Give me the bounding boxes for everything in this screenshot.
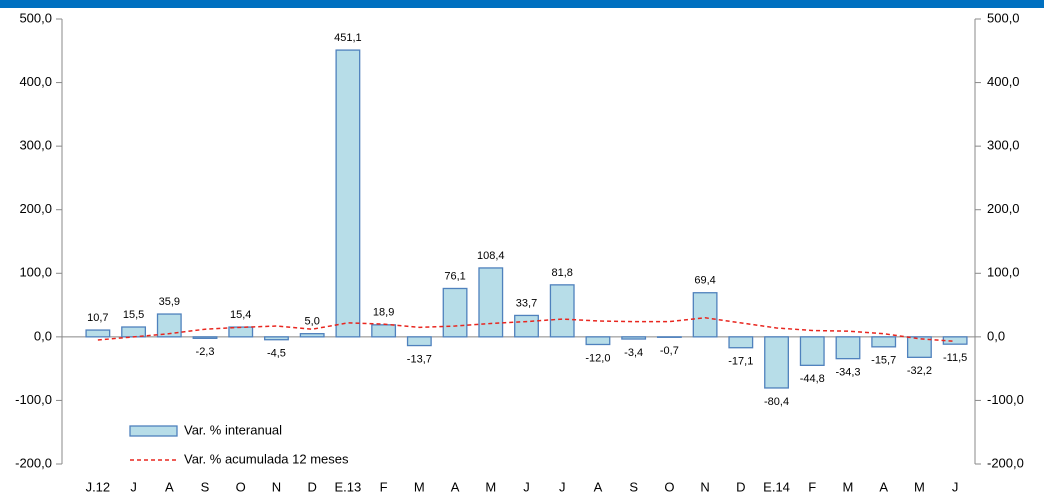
- x-tick-label: A: [451, 479, 460, 494]
- value-label: -12,0: [585, 352, 610, 364]
- bar: [371, 324, 397, 338]
- value-label: 15,5: [123, 309, 144, 321]
- x-tick-label: M: [914, 479, 925, 494]
- header-band: [0, 0, 1044, 8]
- x-tick-label: E.14: [763, 479, 790, 494]
- value-label: -15,7: [871, 355, 896, 367]
- y2-tick-label: 200,0: [987, 201, 1020, 216]
- bar: [835, 336, 861, 360]
- y-tick-label: -100,0: [15, 392, 52, 407]
- bar: [442, 287, 468, 338]
- x-tick-label: M: [414, 479, 425, 494]
- bar: [764, 336, 789, 389]
- y-tick-label: 500,0: [19, 10, 52, 25]
- y-tick-label: 0,0: [34, 328, 52, 343]
- value-label: 35,9: [159, 296, 180, 308]
- x-tick-label: J: [130, 479, 137, 494]
- x-tick-label: F: [380, 479, 388, 494]
- value-label: 33,7: [516, 297, 537, 309]
- bar: [514, 314, 539, 338]
- bar: [942, 336, 968, 345]
- value-label: 15,4: [230, 309, 251, 321]
- x-tick-label: A: [879, 479, 888, 494]
- x-tick-label: M: [485, 479, 496, 494]
- bar: [406, 336, 432, 347]
- value-label: 81,8: [552, 267, 573, 279]
- bar: [549, 284, 575, 338]
- value-label: -32,2: [907, 365, 932, 377]
- value-label: 108,4: [477, 250, 505, 262]
- x-tick-label: N: [272, 479, 281, 494]
- x-tick-label: S: [201, 479, 210, 494]
- value-label: 69,4: [694, 275, 715, 287]
- y-tick-label: 100,0: [19, 265, 52, 280]
- value-label: -11,5: [943, 352, 967, 364]
- bar: [192, 336, 218, 339]
- y2-tick-label: 500,0: [987, 10, 1020, 25]
- x-tick-label: D: [307, 479, 316, 494]
- bar: [799, 336, 825, 366]
- value-label: -34,3: [835, 367, 860, 379]
- x-tick-label: E.13: [335, 479, 362, 494]
- value-label: -0,7: [660, 345, 679, 357]
- legend-swatch: [129, 425, 178, 437]
- line: [97, 317, 956, 343]
- x-tick-label: J: [523, 479, 530, 494]
- value-label: -44,8: [800, 373, 825, 385]
- y2-tick-label: -200,0: [987, 455, 1024, 470]
- y2-tick-label: 0,0: [987, 328, 1005, 343]
- x-tick-label: A: [165, 479, 174, 494]
- bar: [335, 49, 361, 338]
- bar: [85, 329, 111, 338]
- y-tick-label: 200,0: [19, 201, 52, 216]
- x-tick-label: D: [736, 479, 745, 494]
- y-tick-label: 400,0: [19, 74, 52, 89]
- legend-label: Var. % acumulada 12 meses: [184, 451, 349, 466]
- value-label: -17,1: [728, 356, 753, 368]
- bar: [156, 313, 182, 338]
- value-label: -80,4: [764, 396, 789, 408]
- x-tick-label: A: [594, 479, 603, 494]
- bar: [728, 336, 754, 349]
- y2-tick-label: 300,0: [987, 138, 1020, 153]
- value-label: -2,3: [196, 346, 215, 358]
- bar: [264, 336, 289, 341]
- bar: [871, 336, 897, 348]
- y-tick-label: 300,0: [19, 138, 52, 153]
- x-tick-label: M: [843, 479, 854, 494]
- x-tick-label: J: [559, 479, 566, 494]
- value-label: 10,7: [87, 312, 108, 324]
- bar: [621, 336, 647, 340]
- bar: [906, 336, 932, 358]
- bar: [478, 267, 504, 338]
- bar: [585, 336, 611, 346]
- value-label: -4,5: [267, 348, 286, 360]
- value-label: -13,7: [407, 353, 432, 365]
- x-tick-label: O: [664, 479, 674, 494]
- x-tick-label: J.12: [86, 479, 111, 494]
- value-label: -3,4: [624, 347, 643, 359]
- bar: [692, 292, 718, 338]
- y2-tick-label: 400,0: [987, 74, 1020, 89]
- x-tick-label: N: [700, 479, 709, 494]
- value-label: 451,1: [334, 32, 362, 44]
- x-tick-label: O: [236, 479, 246, 494]
- value-label: 5,0: [305, 316, 320, 328]
- y2-tick-label: 100,0: [987, 265, 1020, 280]
- bar: [299, 333, 325, 338]
- x-tick-label: F: [808, 479, 816, 494]
- x-tick-label: J: [952, 479, 959, 494]
- x-tick-label: S: [629, 479, 638, 494]
- legend-label: Var. % interanual: [184, 422, 282, 437]
- y2-tick-label: -100,0: [987, 392, 1024, 407]
- value-label: 18,9: [373, 307, 394, 319]
- value-label: 76,1: [444, 270, 465, 282]
- y-tick-label: -200,0: [15, 455, 52, 470]
- bar: [228, 326, 254, 338]
